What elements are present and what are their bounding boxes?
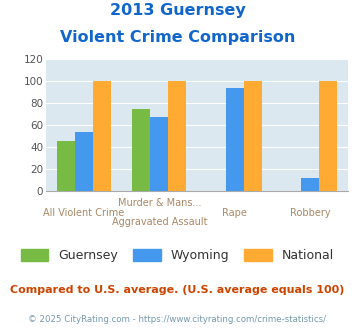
- Text: Aggravated Assault: Aggravated Assault: [111, 217, 207, 227]
- Bar: [150, 116, 168, 191]
- Bar: [226, 88, 244, 191]
- Bar: [93, 82, 111, 191]
- Bar: [132, 109, 150, 191]
- Legend: Guernsey, Wyoming, National: Guernsey, Wyoming, National: [21, 249, 334, 262]
- Text: Compared to U.S. average. (U.S. average equals 100): Compared to U.S. average. (U.S. average …: [10, 284, 345, 295]
- Text: Robbery: Robbery: [290, 208, 331, 217]
- Bar: [57, 141, 75, 191]
- Text: 2013 Guernsey: 2013 Guernsey: [110, 3, 245, 18]
- Text: All Violent Crime: All Violent Crime: [43, 208, 125, 217]
- Bar: [75, 132, 93, 191]
- Bar: [319, 82, 337, 191]
- Text: Murder & Mans...: Murder & Mans...: [118, 198, 201, 208]
- Bar: [301, 178, 319, 191]
- Bar: [168, 82, 186, 191]
- Bar: [244, 82, 262, 191]
- Text: Rape: Rape: [222, 208, 247, 217]
- Text: Violent Crime Comparison: Violent Crime Comparison: [60, 30, 295, 45]
- Text: © 2025 CityRating.com - https://www.cityrating.com/crime-statistics/: © 2025 CityRating.com - https://www.city…: [28, 315, 327, 324]
